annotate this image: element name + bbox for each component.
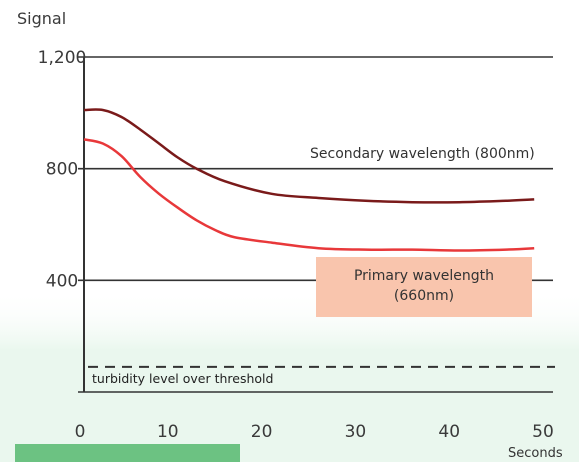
x-tick-label: 10	[157, 422, 179, 442]
y-axis-label: Signal	[17, 9, 66, 28]
primary-series-label-line2: (660nm)	[394, 288, 454, 304]
x-tick-label: 50	[532, 422, 554, 442]
primary-label-box	[316, 257, 532, 317]
tick-labels: 400 800 1,200 0 10 20 30 40 50	[38, 48, 554, 442]
primary-series-label-line1: Primary wavelength	[354, 268, 494, 284]
y-tick-label: 400	[46, 271, 78, 291]
x-tick-label: 20	[251, 422, 273, 442]
x-tick-label: 0	[75, 422, 86, 442]
background-band	[0, 290, 579, 462]
secondary-series-label: Secondary wavelength (800nm)	[310, 146, 535, 162]
series-line-secondary	[83, 108, 535, 204]
series-line-primary	[83, 138, 535, 252]
threshold-label: turbidity level over threshold	[92, 371, 273, 386]
x-tick-label: 40	[438, 422, 460, 442]
y-tick-label: 800	[46, 160, 78, 180]
green-bar	[15, 444, 240, 462]
x-axis-label: Seconds	[508, 446, 563, 461]
y-tick-label: 1,200	[38, 48, 87, 68]
x-tick-label: 30	[345, 422, 367, 442]
